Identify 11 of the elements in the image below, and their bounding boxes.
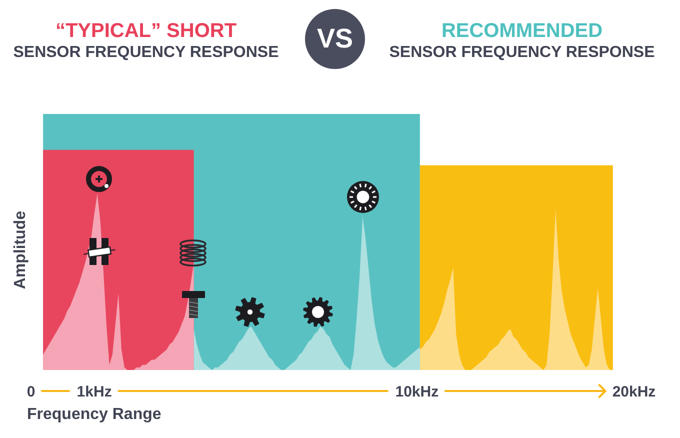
y-axis-title: Amplitude [12,210,29,290]
text: SENSOR FREQUENCY RESPONSE [13,44,279,61]
x-tick-label: 10kHz [395,383,439,400]
text: “TYPICAL” SHORT [55,20,237,42]
x-tick-label: 1kHz [76,383,112,400]
x-axis-title: Frequency Range [27,406,162,423]
x-tick-label: 0 [26,383,36,400]
text: RECOMMENDED [441,20,603,42]
text: VS [316,24,354,54]
x-tick-label: 20kHz [612,383,656,400]
text: SENSOR FREQUENCY RESPONSE [389,44,655,61]
